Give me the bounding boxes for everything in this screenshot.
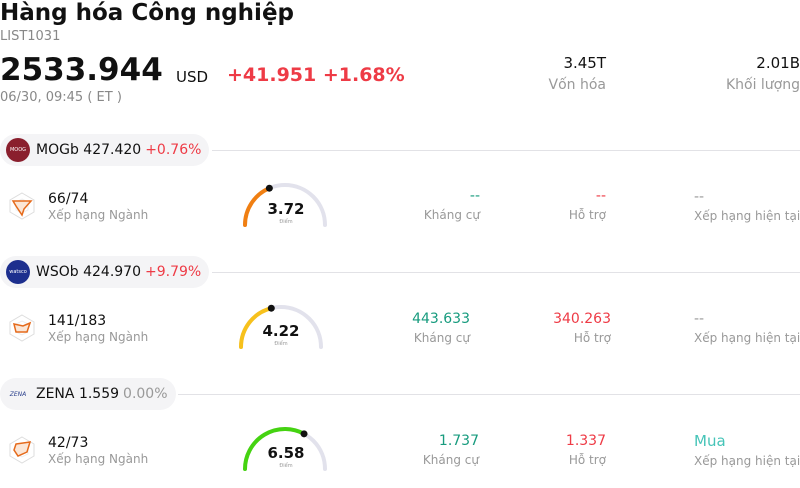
industry-rank-value: 141/183: [48, 313, 107, 329]
support-label: Hỗ trợ: [568, 208, 606, 222]
stock-pill-zena[interactable]: ZENA ZENA 1.559 0.00%: [0, 378, 176, 410]
support-level: 340.263 Hỗ trợ: [553, 311, 611, 345]
rating-value: --: [694, 311, 705, 327]
stock-pill[interactable]: MOOG MOGb 427.420 +0.76%: [0, 134, 210, 166]
currency-label: USD: [176, 68, 209, 86]
watsco-logo: watsco: [6, 260, 30, 284]
industry-rank-label: Xếp hạng Ngành: [48, 452, 149, 466]
resistance-value: --: [469, 188, 480, 204]
index-code: LIST1031: [0, 29, 61, 44]
current-rating: -- Xếp hạng hiện tại: [694, 189, 800, 223]
industry-rank-icon: [9, 314, 35, 342]
stock-change: 0.00%: [123, 386, 168, 402]
support-level: -- Hỗ trợ: [569, 188, 606, 222]
stock-pill-wsob[interactable]: watsco WSOb 424.970 +9.79%: [0, 256, 210, 288]
stock-price: 424.970: [83, 264, 141, 280]
support-level: 1.337 Hỗ trợ: [566, 433, 606, 467]
price-change: +41.951 +1.68%: [227, 64, 405, 86]
resistance-label: Kháng cự: [422, 453, 479, 467]
score-value: 4.22: [262, 322, 300, 340]
row-divider: [212, 150, 800, 151]
resistance-level: -- Kháng cự: [424, 188, 480, 222]
resistance-value: 443.633: [412, 311, 470, 327]
current-rating: Mua Xếp hạng hiện tại: [694, 432, 800, 468]
gauge-marker: [265, 184, 273, 192]
stock-pill[interactable]: watsco WSOb 424.970 +9.79%: [0, 256, 210, 288]
score-label: Điểm: [279, 219, 293, 225]
industry-rank-icon: [9, 192, 35, 220]
rating-value: Mua: [694, 432, 726, 450]
stock-pill[interactable]: ZENA ZENA 1.559 0.00%: [0, 378, 176, 410]
stock-pill-mogb[interactable]: MOOG MOGb 427.420 +0.76%: [0, 134, 210, 166]
resistance-level: 443.633 Kháng cự: [412, 311, 470, 345]
moog-logo: MOOG: [6, 138, 30, 162]
industry-rank-value: 42/73: [48, 435, 89, 451]
score-gauge: [243, 427, 327, 471]
resistance-level: 1.737 Kháng cự: [423, 433, 479, 467]
industry-rank-label: Xếp hạng Ngành: [48, 208, 149, 222]
volume-label: Khối lượng: [725, 77, 800, 93]
resistance-value: 1.737: [438, 433, 479, 449]
stock-symbol: MOGb: [36, 142, 79, 158]
rating-label: Xếp hạng hiện tại: [694, 331, 800, 345]
score-label: Điểm: [274, 341, 288, 347]
score-gauge: [243, 183, 327, 227]
index-price: 2533.944: [0, 52, 163, 88]
volume-value: 2.01B: [756, 54, 800, 72]
stock-symbol: WSOb: [36, 264, 79, 280]
gauge-marker: [267, 304, 275, 312]
support-label: Hỗ trợ: [573, 331, 611, 345]
industry-rank-icon: [9, 436, 35, 464]
row-divider: [178, 394, 800, 395]
resistance-label: Kháng cự: [413, 331, 470, 345]
gauge-fill: [239, 306, 274, 349]
rating-label: Xếp hạng hiện tại: [694, 209, 800, 223]
page-title: Hàng hóa Công nghiệp: [0, 0, 295, 26]
score-gauge: [239, 304, 323, 349]
score-label: Điểm: [279, 463, 293, 469]
support-value: --: [595, 188, 606, 204]
score-value: 3.72: [267, 200, 305, 218]
support-label: Hỗ trợ: [568, 453, 606, 467]
stock-price: 427.420: [83, 142, 142, 158]
current-rating: -- Xếp hạng hiện tại: [694, 311, 800, 345]
support-value: 1.337: [565, 433, 606, 449]
market-cap-value: 3.45T: [563, 54, 606, 72]
market-cap-stat: 3.45T Vốn hóa: [549, 54, 606, 93]
row-divider: [212, 272, 800, 273]
industry-rank-value: 66/74: [48, 191, 89, 207]
support-value: 340.263: [553, 311, 611, 327]
industry-rank-label: Xếp hạng Ngành: [48, 330, 149, 344]
zena-logo: ZENA: [6, 382, 30, 406]
gauge-fill: [243, 427, 307, 471]
resistance-label: Kháng cự: [423, 208, 480, 222]
gauge-marker: [300, 430, 308, 438]
stock-price: 1.559: [78, 386, 120, 402]
stock-change: +9.79%: [145, 264, 202, 280]
timestamp: 06/30, 09:45 ( ET ): [0, 90, 122, 105]
rating-label: Xếp hạng hiện tại: [694, 454, 800, 468]
stock-symbol: ZENA: [36, 386, 75, 402]
stock-change: +0.76%: [145, 142, 202, 158]
score-value: 6.58: [267, 444, 305, 462]
market-cap-label: Vốn hóa: [548, 77, 606, 93]
gauge-fill: [243, 186, 272, 227]
rating-value: --: [694, 189, 705, 205]
volume-stat: 2.01B Khối lượng: [726, 54, 800, 93]
